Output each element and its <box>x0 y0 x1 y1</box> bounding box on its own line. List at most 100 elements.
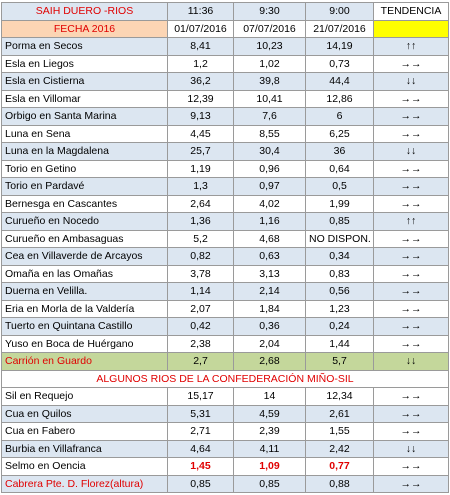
header-trend: TENDENCIA <box>373 2 449 21</box>
river-row: Torio en Getino 1,19 0,96 0,64 →→ <box>1 159 449 178</box>
level-value: 0,42 <box>167 317 234 336</box>
trend: →→ <box>373 404 449 423</box>
river-row: Curueño en Ambasaguas 5,2 4,68 NO DISPON. →→ <box>1 229 449 248</box>
river-name: Curueño en Nocedo <box>1 212 168 231</box>
level-value: 6,25 <box>305 124 374 143</box>
level-value: 1,3 <box>167 177 234 196</box>
river-name: Omaña en las Omañas <box>1 264 168 283</box>
trend: ↓↓ <box>373 142 449 161</box>
level-value: 0,96 <box>233 159 306 178</box>
river-name: Cua en Quilos <box>1 404 168 423</box>
level-value: 4,02 <box>233 194 306 213</box>
level-value: 15,17 <box>167 387 234 406</box>
level-value: 2,07 <box>167 299 234 318</box>
level-value: 14,19 <box>305 37 374 56</box>
river-row: Cea en Villaverde de Arcayos 0,82 0,63 0,34… <box>1 247 449 266</box>
trend: →→ <box>373 422 449 441</box>
header-time: 11:36 <box>167 2 234 21</box>
river-row: Yuso en Boca de Huérgano 2,38 2,04 1,44 →→ <box>1 334 449 353</box>
trend: →→ <box>373 194 449 213</box>
level-value: 1,55 <box>305 422 374 441</box>
level-value: 0,34 <box>305 247 374 266</box>
trend-cell <box>373 19 449 38</box>
level-value: 9,13 <box>167 107 234 126</box>
river-name: Torio en Pardavé <box>1 177 168 196</box>
river-name: Bernesga en Cascantes <box>1 194 168 213</box>
level-value: 5,31 <box>167 404 234 423</box>
level-value: 1,45 <box>167 457 234 476</box>
river-row: Eria en Morla de la Valdería 2,07 1,84 1,23… <box>1 299 449 318</box>
level-value: 6 <box>305 107 374 126</box>
level-value: 1,36 <box>167 212 234 231</box>
river-name: Yuso en Boca de Huérgano <box>1 334 168 353</box>
river-row: Curueño en Nocedo 1,36 1,16 0,85 ↑↑ <box>1 212 449 231</box>
river-name: Esla en Villomar <box>1 89 168 108</box>
date-row: FECHA 2016 01/07/2016 07/07/2016 21/07/2… <box>1 19 449 38</box>
river-row: Luna en Sena 4,45 8,55 6,25 →→ <box>1 124 449 143</box>
river-row: Esla en Cistierna 36,2 39,8 44,4 ↓↓ <box>1 72 449 91</box>
level-value: 12,34 <box>305 387 374 406</box>
river-name: Esla en Cistierna <box>1 72 168 91</box>
level-value: 5,2 <box>167 229 234 248</box>
trend: →→ <box>373 159 449 178</box>
level-value: 5,7 <box>305 352 374 371</box>
level-value: 36 <box>305 142 374 161</box>
section-row: ALGUNOS RIOS DE LA CONFEDERACIÓN MIÑO-SI… <box>1 369 449 388</box>
section-title: ALGUNOS RIOS DE LA CONFEDERACIÓN MIÑO-SI… <box>1 369 449 388</box>
level-value: 1,02 <box>233 54 306 73</box>
level-value: 0,63 <box>233 247 306 266</box>
trend: ↓↓ <box>373 72 449 91</box>
river-row: Selmo en Oencia 1,45 1,09 0,77 →→ <box>1 457 449 476</box>
level-value: 1,09 <box>233 457 306 476</box>
level-value: NO DISPON. <box>305 229 374 248</box>
river-name: Torio en Getino <box>1 159 168 178</box>
river-name: Luna en la Magdalena <box>1 142 168 161</box>
level-value: 1,2 <box>167 54 234 73</box>
level-value: 3,78 <box>167 264 234 283</box>
river-row: Sil en Requejo 15,17 14 12,34 →→ <box>1 387 449 406</box>
level-value: 0,36 <box>233 317 306 336</box>
level-value: 1,99 <box>305 194 374 213</box>
trend: →→ <box>373 229 449 248</box>
trend: →→ <box>373 107 449 126</box>
level-value: 0,77 <box>305 457 374 476</box>
river-name: Luna en Sena <box>1 124 168 143</box>
trend: →→ <box>373 317 449 336</box>
river-row: Orbigo en Santa Marina 9,13 7,6 6 →→ <box>1 107 449 126</box>
date: 07/07/2016 <box>233 19 306 38</box>
level-value: 7,6 <box>233 107 306 126</box>
level-value: 0,24 <box>305 317 374 336</box>
river-row: Esla en Villomar 12,39 10,41 12,86 →→ <box>1 89 449 108</box>
level-value: 10,23 <box>233 37 306 56</box>
level-value: 10,41 <box>233 89 306 108</box>
level-value: 0,82 <box>167 247 234 266</box>
trend: →→ <box>373 54 449 73</box>
trend: →→ <box>373 264 449 283</box>
river-row: Cua en Fabero 2,71 2,39 1,55 →→ <box>1 422 449 441</box>
level-value: 0,56 <box>305 282 374 301</box>
river-name: Tuerto en Quintana Castillo <box>1 317 168 336</box>
header-title: SAIH DUERO -RIOS <box>1 2 168 21</box>
header-time: 9:00 <box>305 2 374 21</box>
level-value: 1,84 <box>233 299 306 318</box>
river-name: Duerna en Velilla. <box>1 282 168 301</box>
trend: →→ <box>373 387 449 406</box>
trend: →→ <box>373 282 449 301</box>
level-value: 0,5 <box>305 177 374 196</box>
river-row: Esla en Liegos 1,2 1,02 0,73 →→ <box>1 54 449 73</box>
river-row: Burbia en Villafranca 4,64 4,11 2,42 ↓↓ <box>1 439 449 458</box>
level-value: 4,59 <box>233 404 306 423</box>
level-value: 2,38 <box>167 334 234 353</box>
river-row: Cabrera Pte. D. Florez(altura) 0,85 0,85 0,… <box>1 474 449 493</box>
level-value: 2,14 <box>233 282 306 301</box>
level-value: 4,11 <box>233 439 306 458</box>
river-row: Duerna en Velilla. 1,14 2,14 0,56 →→ <box>1 282 449 301</box>
level-value: 25,7 <box>167 142 234 161</box>
level-value: 14 <box>233 387 306 406</box>
header-row: SAIH DUERO -RIOS 11:36 9:30 9:00 TENDENC… <box>1 2 449 21</box>
level-value: 2,68 <box>233 352 306 371</box>
river-name: Carrión en Guardo <box>1 352 168 371</box>
